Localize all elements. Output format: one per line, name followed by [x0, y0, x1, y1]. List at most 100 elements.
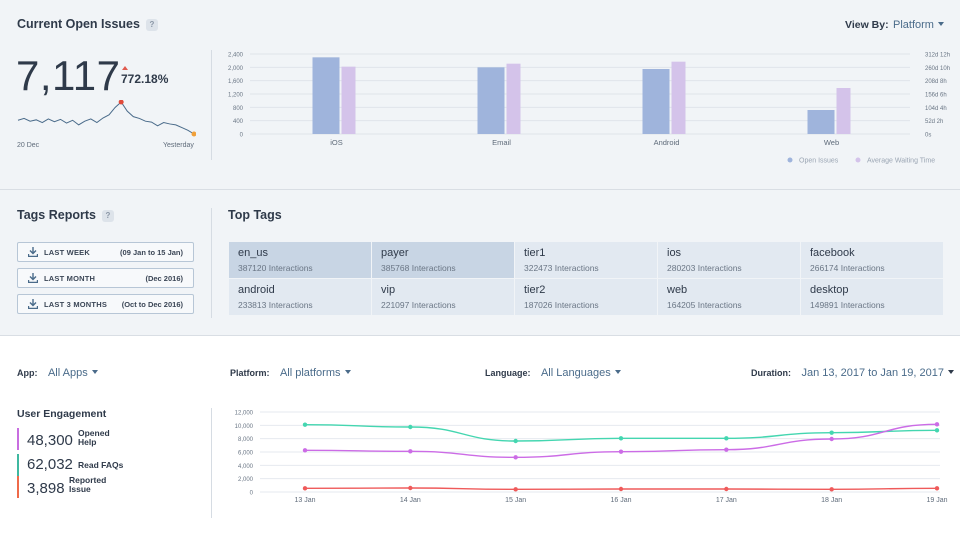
y2-tick-label: 260d 10h: [925, 66, 950, 72]
platform-dropdown[interactable]: All platforms: [280, 367, 351, 379]
last-3-months-button[interactable]: LAST 3 MONTHS (Oct to Dec 2016): [17, 294, 194, 314]
y-tick-label: 10,000: [235, 424, 254, 430]
duration-picker[interactable]: Jan 13, 2017 to Jan 19, 2017: [801, 367, 955, 379]
y-tick-label: 1,600: [228, 79, 244, 85]
tag-cell[interactable]: en_us 387120 Interactions: [229, 242, 371, 278]
y-tick-label: 0: [250, 491, 254, 497]
language-dropdown[interactable]: All Languages: [541, 367, 621, 379]
sparkline-end-point: [191, 131, 196, 137]
button-label: LAST MONTH: [44, 274, 96, 283]
x-tick-label: 19 Jan: [926, 497, 947, 504]
data-point: [934, 428, 940, 433]
tag-cell[interactable]: tier2 187026 Interactions: [515, 279, 657, 315]
download-icon: [28, 299, 38, 309]
tag-count: 322473 Interactions: [524, 263, 599, 273]
button-label: LAST 3 MONTHS: [44, 300, 108, 309]
button-range: (Oct to Dec 2016): [121, 300, 183, 309]
data-point: [302, 422, 308, 427]
platform-filter: Platform: All platforms: [230, 363, 351, 381]
x-tick-label: 13 Jan: [294, 497, 315, 504]
y-tick-label: 2,400: [228, 53, 244, 59]
tag-count: 266174 Interactions: [810, 263, 885, 273]
tag-cell[interactable]: desktop 149891 Interactions: [801, 279, 943, 315]
engagement-title: User Engagement: [17, 408, 107, 420]
data-point: [408, 449, 413, 454]
open-issues-title-text: Current Open Issues: [17, 17, 140, 31]
y2-tick-label: 208d 8h: [925, 79, 947, 85]
tag-count: 387120 Interactions: [238, 263, 313, 273]
engagement-label-line: Read FAQs: [78, 460, 124, 470]
x-category-label: Web: [824, 138, 839, 147]
color-marker: [17, 428, 19, 450]
view-by-value: Platform: [893, 19, 934, 31]
data-point: [829, 487, 834, 492]
data-point: [513, 438, 518, 444]
duration-from: Jan 13, 2017: [801, 367, 866, 379]
tag-cell[interactable]: android 233813 Interactions: [229, 279, 371, 315]
y-tick-label: 2,000: [238, 477, 254, 483]
bar-open-issues: [477, 67, 505, 134]
tag-cell[interactable]: web 164205 Interactions: [658, 279, 800, 315]
tag-cell[interactable]: ios 280203 Interactions: [658, 242, 800, 278]
bar-open-issues: [807, 110, 835, 134]
legend-marker-open-issues: [787, 157, 793, 163]
y-tick-label: 0: [240, 133, 244, 139]
help-icon[interactable]: ?: [101, 210, 114, 222]
sparkline-peak-point: [118, 100, 124, 105]
data-point: [724, 447, 729, 452]
app-filter: App: All Apps: [17, 363, 98, 381]
data-point: [724, 486, 729, 492]
data-point: [408, 485, 413, 491]
x-category-label: Email: [492, 138, 511, 147]
engagement-label-line: Reported: [69, 475, 107, 485]
x-category-label: iOS: [330, 138, 343, 147]
help-icon[interactable]: ?: [145, 19, 158, 31]
color-marker: [17, 476, 19, 498]
sparkline-start-label: 20 Dec: [17, 142, 40, 149]
tag-count: 164205 Interactions: [667, 300, 742, 310]
top-tags-title: Top Tags: [228, 208, 282, 222]
engagement-value: 48,300: [27, 432, 73, 449]
tag-name: android: [238, 284, 275, 296]
last-month-button[interactable]: LAST MONTH (Dec 2016): [17, 268, 194, 288]
data-point: [934, 486, 940, 491]
tag-name: payer: [381, 247, 409, 259]
engagement-line-chart: 0 2,000 4,000 6,000 8,000 10,000 12,000 13 Jan 1…: [235, 411, 948, 505]
tag-name: web: [667, 284, 688, 296]
tag-cell[interactable]: facebook 266174 Interactions: [801, 242, 943, 278]
bar-waiting-time: [836, 88, 851, 134]
open-issues-count: 7,117: [16, 52, 121, 99]
app-dropdown[interactable]: All Apps: [48, 367, 98, 379]
tag-cell[interactable]: vip 221097 Interactions: [372, 279, 514, 315]
data-point: [513, 487, 518, 492]
engagement-item-issue: 3,898 Reported Issue: [17, 476, 207, 500]
platform-bar-chart: 0 0s 400 52d 2h 800 104d 4h 1,200 156d 6h 1,600 2…: [228, 53, 950, 165]
sparkline-path: [17, 101, 195, 135]
tag-count: 385768 Interactions: [381, 263, 456, 273]
duration-to: Jan 19, 2017: [880, 367, 945, 379]
tag-cell[interactable]: payer 385768 Interactions: [372, 242, 514, 278]
y-tick-label: 800: [233, 106, 244, 112]
sparkline-end-label: Yesterday: [163, 142, 194, 149]
chevron-down-icon: [614, 370, 621, 374]
tag-count: 233813 Interactions: [238, 300, 313, 310]
y-tick-label: 2,000: [228, 66, 244, 72]
chevron-down-icon: [91, 370, 98, 374]
tag-count: 187026 Interactions: [524, 300, 599, 310]
color-marker: [17, 454, 19, 476]
y-tick-label: 4,000: [238, 464, 254, 470]
language-value: All Languages: [540, 367, 611, 379]
data-point: [724, 436, 729, 441]
tag-cell[interactable]: tier1 322473 Interactions: [515, 242, 657, 278]
last-week-button[interactable]: LAST WEEK (09 Jan to 15 Jan): [17, 242, 194, 262]
legend-label-open-issues: Open Issues: [799, 158, 839, 165]
y2-tick-label: 312d 12h: [925, 53, 950, 59]
y-tick-label: 12,000: [235, 411, 254, 417]
y-tick-label: 1,200: [228, 93, 244, 99]
data-point: [829, 436, 834, 442]
bar-open-issues: [642, 69, 670, 134]
engagement-label-line: Opened: [78, 428, 110, 438]
engagement-value: 62,032: [27, 456, 73, 473]
view-by-dropdown[interactable]: Platform: [893, 19, 944, 31]
open-issues-change: 772.18%: [121, 72, 169, 86]
